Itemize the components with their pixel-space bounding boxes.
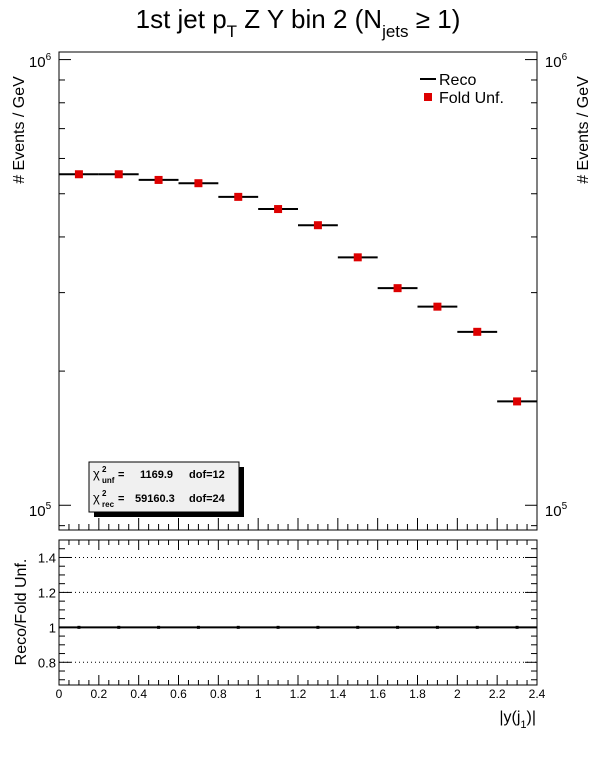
stats-box: χ 2 unf = 1169.9 dof=12 χ 2 rec = 59160.… — [88, 461, 244, 517]
svg-text:unf: unf — [102, 476, 115, 485]
legend-reco-label: Reco — [439, 72, 476, 89]
x-tick-label: 1 — [255, 687, 262, 701]
legend: Reco Fold Unf. — [420, 72, 504, 107]
ratio-point — [77, 625, 81, 629]
fold-unf-marker — [473, 327, 482, 336]
svg-text:dof=24: dof=24 — [189, 493, 226, 505]
x-tick-label: 2 — [454, 687, 461, 701]
x-tick-label: 1.2 — [290, 687, 307, 701]
svg-text:106: 106 — [29, 52, 52, 71]
ratio-point — [475, 625, 479, 629]
top-y-ticks — [59, 59, 537, 527]
x-tick-label: 1.6 — [369, 687, 386, 701]
svg-text:1169.9: 1169.9 — [140, 469, 173, 481]
x-tick-label: 0.4 — [130, 687, 147, 701]
x-tick-label: 1.8 — [409, 687, 426, 701]
fold-unf-marker — [114, 170, 123, 179]
top-x-ticks — [58, 518, 538, 530]
x-tick-label: 0.6 — [170, 687, 187, 701]
svg-text:χ: χ — [93, 466, 100, 481]
ratio-point — [435, 625, 439, 629]
y-tick-label: 1.2 — [38, 585, 56, 600]
ratio-point — [276, 625, 280, 629]
svg-text:χ: χ — [93, 490, 100, 505]
fold-unf-marker — [234, 192, 243, 201]
y-tick-label: 1 — [49, 620, 56, 635]
fold-unf-marker — [313, 221, 322, 230]
svg-text:2: 2 — [102, 489, 107, 498]
bottom-y-axis-title: Reco/Fold Unf. — [13, 559, 30, 666]
stats-row-rec: χ 2 rec = 59160.3 dof=24 — [93, 489, 226, 509]
fold-unf-marker — [194, 179, 203, 188]
legend-fold-label: Fold Unf. — [439, 90, 504, 107]
svg-text:=: = — [118, 469, 124, 481]
reco-series — [59, 173, 537, 403]
bottom-grid — [59, 556, 537, 663]
fold-unf-marker — [513, 397, 522, 406]
chart-title: 1st jet pT Z Y bin 2 (Njets ≥ 1) — [136, 4, 461, 41]
ratio-point — [117, 625, 121, 629]
svg-text:dof=12: dof=12 — [189, 469, 225, 481]
top-y-axis-title-right: # Events / GeV — [575, 76, 592, 184]
svg-text:105: 105 — [545, 501, 568, 520]
fold-unf-marker — [274, 205, 283, 214]
stats-row-unf: χ 2 unf = 1169.9 dof=12 — [93, 465, 225, 485]
y-tick-label-1e5-right: 105 — [545, 501, 568, 520]
svg-text:106: 106 — [545, 52, 568, 71]
fold-unf-marker — [433, 302, 442, 311]
ratio-point — [356, 625, 360, 629]
top-plot-frame — [58, 51, 538, 531]
x-tick-label: 0.2 — [90, 687, 107, 701]
ratio-point — [196, 625, 200, 629]
svg-text:105: 105 — [29, 501, 52, 520]
fold-unf-marker — [154, 175, 163, 184]
svg-text:59160.3: 59160.3 — [135, 493, 175, 505]
ratio-point — [515, 625, 519, 629]
ratio-point — [236, 625, 240, 629]
fold-unf-series — [74, 170, 522, 406]
ratio-point — [396, 625, 400, 629]
ratio-series — [77, 625, 519, 629]
bottom-plot-frame — [58, 539, 538, 686]
ratio-point — [316, 625, 320, 629]
ratio-point — [157, 625, 161, 629]
fold-unf-marker — [393, 284, 402, 293]
x-tick-label: 2.2 — [489, 687, 506, 701]
x-tick-label: 0 — [56, 687, 63, 701]
fold-unf-marker — [74, 170, 83, 179]
x-tick-label: 2.4 — [529, 687, 546, 701]
svg-text:rec: rec — [102, 500, 115, 509]
svg-text:=: = — [118, 493, 124, 505]
y-tick-label: 0.8 — [38, 655, 56, 670]
svg-text:2: 2 — [102, 465, 107, 474]
y-tick-label-1e5-left: 105 — [29, 501, 52, 520]
x-tick-label: 1.4 — [329, 687, 346, 701]
legend-fold-marker — [424, 93, 432, 101]
bottom-x-axis-title: |y(j1)| — [499, 709, 536, 731]
y-tick-label-1e6-left: 106 — [29, 52, 52, 71]
top-y-axis-title-left: # Events / GeV — [11, 76, 28, 184]
y-tick-label: 1.4 — [38, 550, 56, 565]
bottom-ticks: 0 0.2 0.4 0.6 0.8 1 1.2 1.4 1.6 1.8 2 2.2 2.4 0.8 1 1.2… — [38, 539, 546, 701]
y-tick-label-1e6-right: 106 — [545, 52, 568, 71]
fold-unf-marker — [353, 253, 362, 262]
x-tick-label: 0.8 — [210, 687, 227, 701]
